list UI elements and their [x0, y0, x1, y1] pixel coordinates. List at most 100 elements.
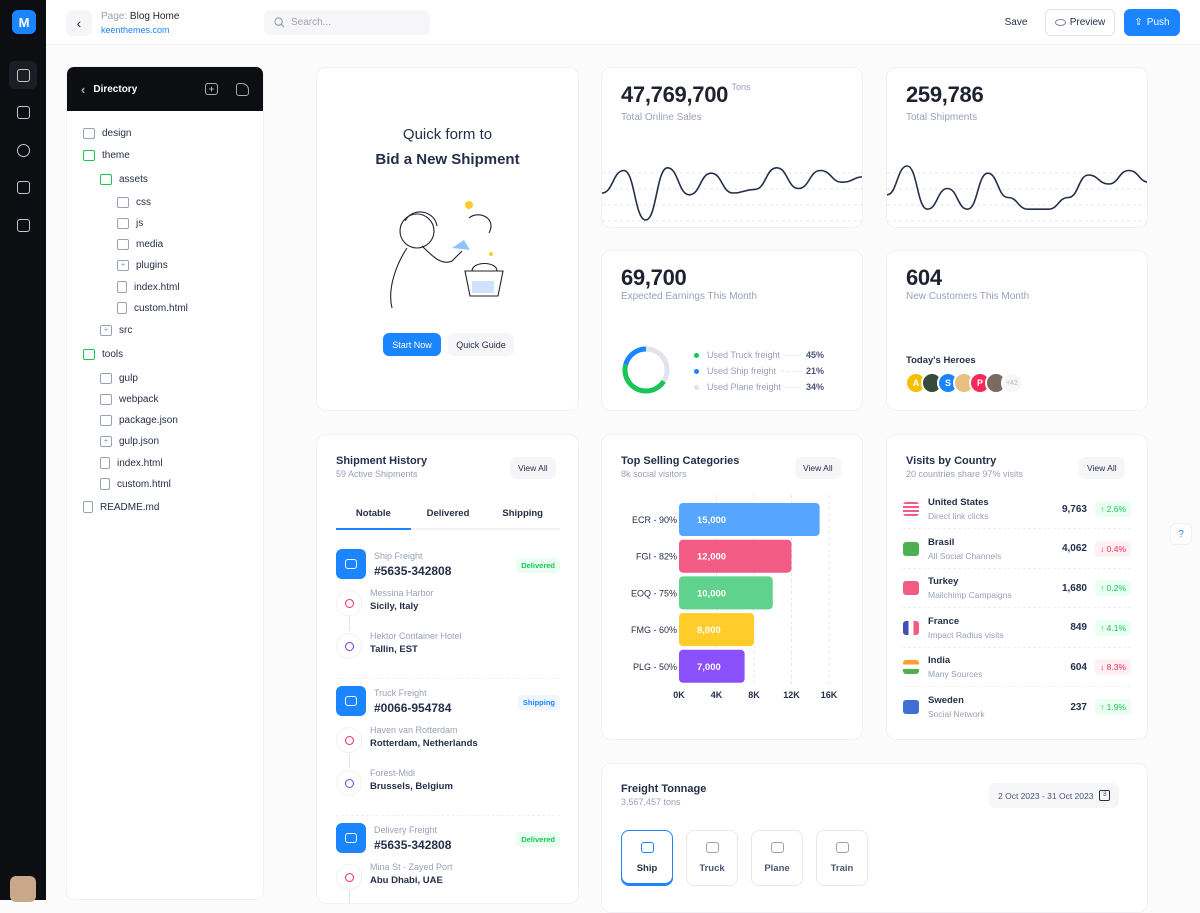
tree-item-label: webpack — [119, 394, 159, 405]
country-row[interactable]: Brasil All Social Channels 4,062 ↓ 0.4% — [903, 530, 1131, 569]
profile-card-icon[interactable] — [9, 99, 37, 127]
more-heroes-badge[interactable]: +42 — [1001, 372, 1023, 394]
quick-guide-button[interactable]: Quick Guide — [448, 333, 514, 356]
visit-count: 849 — [1070, 622, 1087, 633]
country-row[interactable]: France Impact Radius visits 849 ↑ 4.1% — [903, 609, 1131, 648]
push-button[interactable]: ⇪ Push — [1124, 9, 1180, 36]
freight-type: Truck Freight — [374, 688, 427, 698]
layers-icon[interactable] — [9, 174, 37, 202]
tab-truck[interactable]: Truck — [686, 830, 738, 886]
tree-item-label: gulp.json — [119, 436, 160, 447]
legend-value: 34% — [805, 382, 824, 392]
new-file-icon[interactable] — [236, 82, 249, 96]
logo[interactable]: M — [12, 10, 36, 34]
date-range-picker[interactable]: 2 Oct 2023 - 31 Oct 2023 8 — [989, 783, 1120, 808]
tree-item-label: js — [136, 218, 144, 229]
country-name: France — [928, 615, 960, 627]
flag-turkey-icon — [903, 581, 919, 595]
change-badge: ↑ 2.6% — [1095, 501, 1131, 517]
chevron-left-icon[interactable]: ‹ — [81, 81, 86, 97]
tab-delivered[interactable]: Delivered — [426, 508, 470, 519]
categories-title: Top Selling Categories — [621, 455, 740, 467]
help-icon[interactable]: ? — [1170, 523, 1192, 545]
tree-item[interactable]: design — [83, 128, 131, 139]
tree-item-label: css — [136, 197, 151, 208]
directory-title: Directory — [93, 83, 138, 95]
tree-item[interactable]: tools — [83, 349, 123, 360]
user-avatar[interactable] — [10, 876, 36, 902]
folder-open-icon — [83, 349, 95, 360]
shipment-item[interactable]: Truck Freight #0066-954784 Shipping Haven v… — [336, 686, 560, 816]
tree-item-label: media — [136, 239, 164, 250]
tree-item[interactable]: assets — [100, 174, 148, 185]
shipment-item[interactable]: Delivery Freight #5635-342808 Delivered Min… — [336, 823, 560, 903]
visit-count: 604 — [1070, 661, 1087, 673]
tree-item[interactable]: css — [117, 197, 151, 208]
tree-item[interactable]: custom.html — [117, 302, 188, 314]
tree-item[interactable]: + gulp.json — [100, 436, 159, 447]
tree-item[interactable]: webpack — [100, 394, 158, 405]
tab-ship[interactable]: Ship — [621, 830, 673, 886]
traffic-source: Direct link clicks — [928, 511, 989, 521]
view-all-button[interactable]: View All — [795, 457, 841, 479]
freight-tonnage-card: Freight Tonnage 3,567,457 tons 2 Oct 202… — [601, 763, 1148, 913]
tree-item[interactable]: media — [117, 239, 163, 250]
location-name: Haven van Rotterdam — [370, 725, 458, 735]
tab-shipping[interactable]: Shipping — [502, 508, 543, 519]
tab-train[interactable]: Train — [816, 830, 868, 886]
tree-item[interactable]: index.html — [100, 457, 163, 469]
start-now-button[interactable]: Start Now — [383, 333, 441, 356]
save-button[interactable]: Save — [1004, 17, 1028, 28]
bar[interactable] — [679, 649, 745, 683]
new-folder-icon[interactable]: + — [205, 83, 218, 95]
change-badge: ↑ 1.9% — [1095, 699, 1131, 715]
pin-circle-icon — [336, 864, 362, 890]
home-icon[interactable] — [9, 61, 37, 89]
shipments-sparkline — [887, 165, 1147, 222]
tree-item[interactable]: README.md — [83, 501, 159, 513]
tab-notable[interactable]: Notable — [336, 499, 411, 530]
sales-value: 47,769,700 — [621, 82, 729, 107]
briefcase-icon[interactable] — [9, 211, 37, 239]
bar[interactable] — [679, 613, 754, 647]
tab-plane[interactable]: Plane — [751, 830, 803, 886]
back-button[interactable]: ‹ — [66, 10, 92, 36]
pin-circle-icon — [336, 727, 362, 753]
tree-item[interactable]: custom.html — [100, 478, 171, 490]
tree-item[interactable]: index.html — [117, 281, 180, 293]
upload-icon: ⇪ — [1134, 17, 1143, 28]
tree-item[interactable]: gulp — [100, 373, 138, 384]
bar[interactable] — [679, 576, 773, 610]
train-icon — [835, 842, 849, 853]
site-link[interactable]: keenthemes.com — [101, 25, 170, 35]
tree-item-label: custom.html — [117, 478, 171, 490]
tree-item[interactable]: package.json — [100, 415, 178, 426]
country-row[interactable]: Sweden Social Network 237 ↑ 1.9% — [903, 688, 1131, 727]
traffic-source: All Social Channels — [928, 550, 1002, 561]
categories-bar-chart: 0K 4K 8K 12K 16K 15,000 ECR - 90% 12,000 FGI - 8… — [631, 495, 838, 700]
tree-item[interactable]: + plugins — [117, 260, 168, 271]
preview-button[interactable]: Preview — [1045, 9, 1115, 36]
file-icon — [117, 281, 127, 293]
country-row[interactable]: India Many Sources 604 ↓ 8.3% — [903, 648, 1131, 687]
country-row[interactable]: Turkey Mailchimp Campaigns 1,680 ↑ 0.2% — [903, 569, 1131, 608]
tree-item[interactable]: theme — [83, 150, 130, 161]
view-all-button[interactable]: View All — [510, 457, 556, 479]
folder-open-icon — [100, 174, 112, 185]
bar[interactable] — [679, 539, 792, 573]
bar[interactable] — [679, 503, 820, 536]
lifebuoy-icon[interactable] — [9, 136, 37, 164]
search-input[interactable]: Search... — [264, 10, 430, 35]
history-title: Shipment History — [336, 455, 428, 467]
legend-dot — [694, 352, 699, 358]
tab-label: Plane — [764, 863, 790, 874]
view-all-button[interactable]: View All — [1079, 457, 1125, 479]
change-value: 8.3% — [1106, 662, 1126, 672]
tab-label: Ship — [636, 863, 658, 874]
tree-item[interactable]: + src — [100, 325, 132, 336]
location-place: Sicily, Italy — [370, 601, 419, 612]
tree-item[interactable]: js — [117, 218, 143, 229]
country-row[interactable]: United States Direct link clicks 9,763 ↑ 2.… — [903, 490, 1131, 529]
search-placeholder: Search... — [291, 17, 332, 28]
shipment-item[interactable]: Ship Freight #5635-342808 Delivered Messina… — [336, 549, 560, 679]
